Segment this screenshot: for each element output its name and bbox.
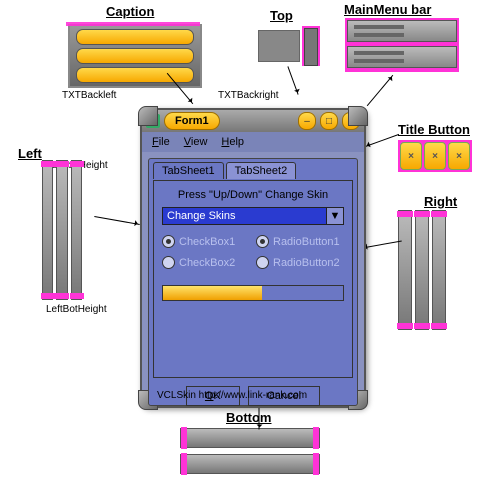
bottom-label: Bottom: [226, 410, 272, 425]
form-window: Form1 – □ × File View Help TabSheet1 Tab…: [140, 108, 366, 408]
progress-bar: [162, 285, 344, 301]
radio-2[interactable]: RadioButton2: [256, 256, 344, 269]
mainmenu-label: MainMenu bar: [344, 2, 431, 17]
combo-dropdown-icon[interactable]: ▼: [327, 207, 344, 225]
titlebutton-label: Title Button: [398, 122, 470, 137]
caption-label: Caption: [106, 4, 154, 19]
checkbox2-label: CheckBox2: [179, 257, 235, 269]
titlebutton-swatch: ×××: [398, 140, 472, 172]
combo-value: Change Skins: [162, 207, 327, 225]
menu-help[interactable]: Help: [221, 136, 244, 148]
right-label: Right: [424, 194, 457, 209]
mainmenu-swatch: [345, 18, 459, 72]
top-label: Top: [270, 8, 293, 23]
radio-icon: [162, 235, 175, 248]
menubar: File View Help: [142, 132, 364, 152]
tab-2[interactable]: TabSheet2: [226, 162, 297, 179]
titlebar[interactable]: Form1 – □ ×: [142, 110, 364, 132]
top-swatch-2: [302, 26, 320, 66]
top-swatch: [258, 30, 300, 62]
checkbox1-label: CheckBox1: [179, 236, 235, 248]
radio1-label: RadioButton1: [273, 236, 340, 248]
menu-view[interactable]: View: [184, 136, 208, 148]
radio2-label: RadioButton2: [273, 257, 340, 269]
radio-icon: [162, 256, 175, 269]
right-swatch: [398, 210, 448, 330]
title-pill: Form1: [164, 112, 220, 130]
bottom-swatch: [180, 428, 320, 478]
form-body: TabSheet1 TabSheet2 Press "Up/Down" Chan…: [148, 158, 358, 406]
radio-icon: [256, 235, 269, 248]
tab-pane: Press "Up/Down" Change Skin Change Skins…: [153, 180, 353, 378]
radio-1[interactable]: RadioButton1: [256, 235, 344, 248]
footer-text: VCLSkin http://www.link-rank.com: [157, 390, 307, 401]
checkbox-2[interactable]: CheckBox2: [162, 256, 250, 269]
checkbox-1[interactable]: CheckBox1: [162, 235, 250, 248]
window-title: Form1: [175, 115, 209, 127]
tab-1[interactable]: TabSheet1: [153, 162, 224, 179]
left-label: Left: [18, 146, 42, 161]
combo-change-skins[interactable]: Change Skins ▼: [162, 207, 344, 225]
prompt-text: Press "Up/Down" Change Skin: [162, 189, 344, 201]
radio-icon: [256, 256, 269, 269]
caption-swatch: [68, 24, 202, 88]
left-swatch: [42, 160, 82, 300]
maximize-button[interactable]: □: [320, 112, 338, 130]
txtbackleft-label: TXTBackleft: [62, 90, 116, 101]
leftbot-label: LeftBotHeight: [46, 304, 107, 315]
menu-file[interactable]: File: [152, 136, 170, 148]
txtbackright-label: TXTBackright: [218, 90, 279, 101]
minimize-button[interactable]: –: [298, 112, 316, 130]
